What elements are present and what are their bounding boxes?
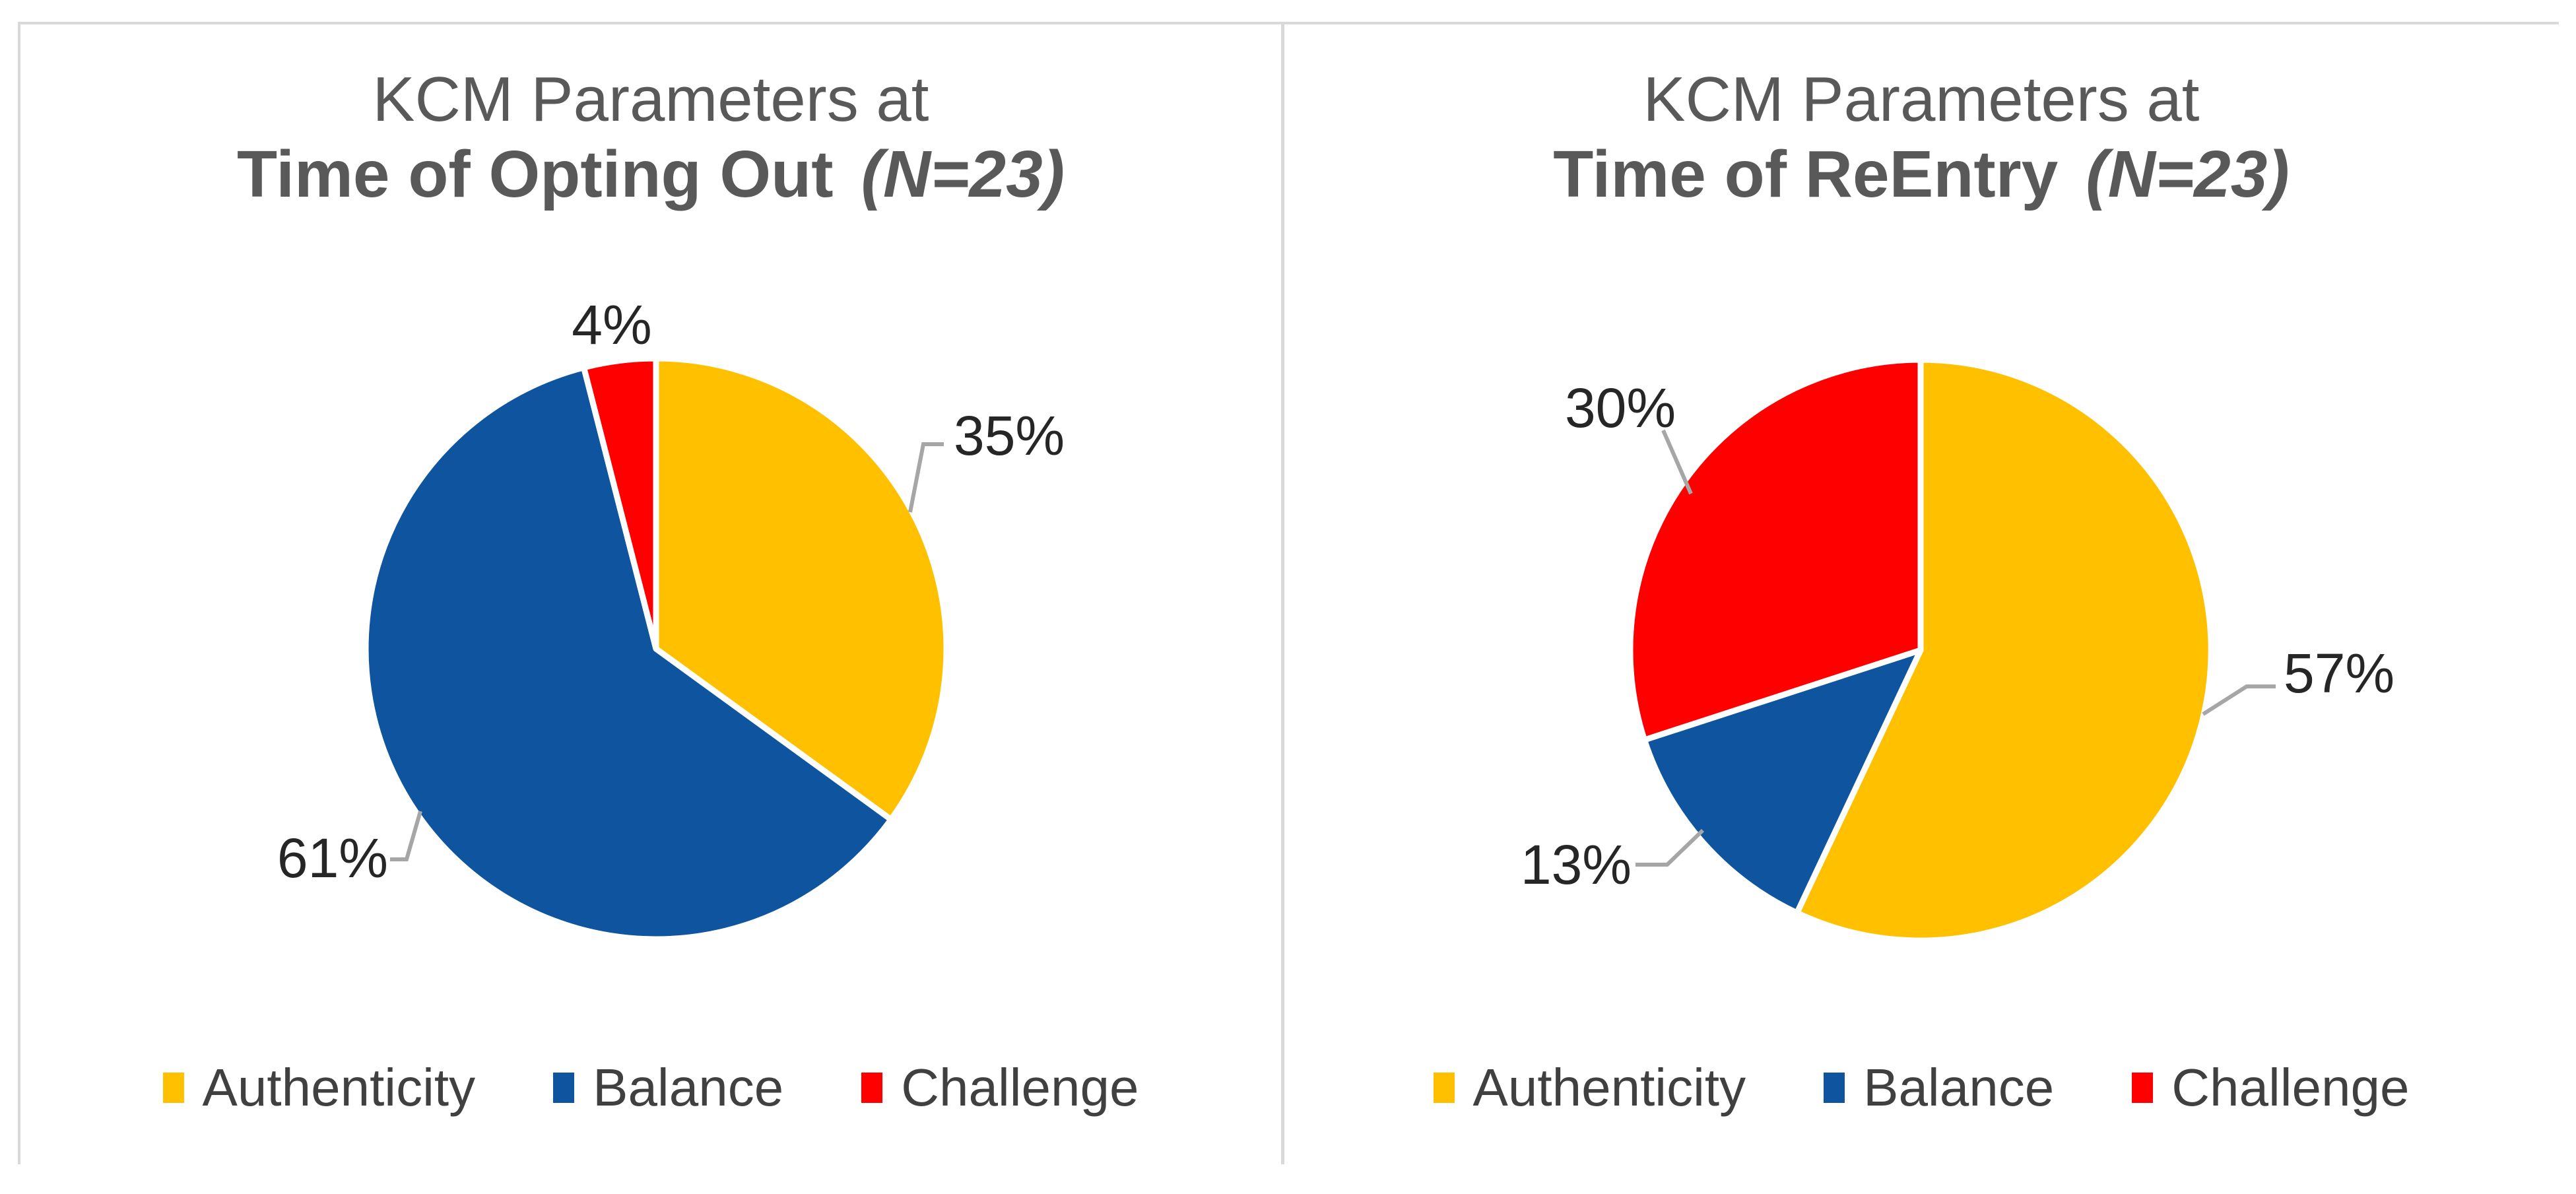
- right-chart-title: KCM Parameters at Time of ReEntry (N=23): [1284, 63, 2558, 213]
- left-chart-title-line1: KCM Parameters at: [372, 64, 929, 135]
- data-label-challenge: 30%: [1565, 377, 1676, 439]
- panel-divider: [1281, 22, 1284, 1164]
- left-chart-title-sample-size: (N=23): [861, 137, 1065, 211]
- leader-line-authenticity: [908, 442, 944, 513]
- panel-border-left: [18, 22, 20, 1164]
- right-chart-legend: Authenticity Balance Challenge: [1284, 1053, 2558, 1122]
- legend-marker-balance-icon: [553, 1073, 575, 1103]
- right-chart-title-sample-size: (N=23): [2086, 137, 2290, 211]
- legend-item-balance: Balance: [1824, 1057, 2054, 1118]
- leader-line-balance: [1635, 828, 1705, 867]
- data-label-balance: 13%: [1521, 834, 1632, 896]
- legend-label-authenticity: Authenticity: [1472, 1058, 1746, 1117]
- right-chart-title-line2-main: Time of ReEntry: [1553, 137, 2059, 211]
- right-chart-title-line1: KCM Parameters at: [1643, 64, 2200, 135]
- right-chart-title-line2: Time of ReEntry (N=23): [1284, 136, 2558, 213]
- leader-line-challenge: [1661, 429, 1693, 495]
- pie-left-slice-challenge: [581, 355, 659, 652]
- left-chart-title: KCM Parameters at Time of Opting Out (N=2…: [18, 63, 1284, 213]
- pie-left-slice-authenticity: [653, 355, 950, 823]
- legend-marker-balance-icon: [1824, 1073, 1845, 1103]
- leader-line-authenticity: [2202, 684, 2276, 716]
- pie-right-slice-balance: [1641, 647, 1924, 916]
- legend-item-authenticity: Authenticity: [162, 1057, 476, 1118]
- data-label-authenticity: 35%: [954, 405, 1065, 467]
- data-label-authenticity: 57%: [2284, 642, 2394, 704]
- legend-item-challenge: Challenge: [861, 1057, 1139, 1118]
- legend-item-balance: Balance: [553, 1057, 783, 1118]
- legend-label-challenge: Challenge: [901, 1058, 1139, 1117]
- pie-left-slice-balance: [362, 364, 894, 943]
- legend-marker-authenticity-icon: [1433, 1073, 1455, 1103]
- left-chart-title-line2-main: Time of Opting Out: [236, 137, 834, 211]
- legend-marker-authenticity-icon: [162, 1073, 184, 1103]
- data-label-balance: 61%: [277, 827, 388, 889]
- legend-item-challenge: Challenge: [2132, 1057, 2409, 1118]
- panel-border-top: [18, 22, 2559, 24]
- legend-marker-challenge-icon: [2132, 1073, 2154, 1103]
- legend-item-authenticity: Authenticity: [1433, 1057, 1746, 1118]
- legend-label-challenge: Challenge: [2171, 1058, 2410, 1117]
- leader-line-balance: [390, 811, 422, 861]
- legend-label-authenticity: Authenticity: [202, 1058, 476, 1117]
- data-label-challenge: 4%: [572, 294, 651, 356]
- legend-marker-challenge-icon: [861, 1073, 883, 1103]
- left-chart-title-line2: Time of Opting Out (N=23): [18, 136, 1284, 213]
- legend-label-balance: Balance: [593, 1058, 784, 1117]
- legend-label-balance: Balance: [1863, 1058, 2055, 1117]
- left-chart-legend: Authenticity Balance Challenge: [18, 1053, 1284, 1122]
